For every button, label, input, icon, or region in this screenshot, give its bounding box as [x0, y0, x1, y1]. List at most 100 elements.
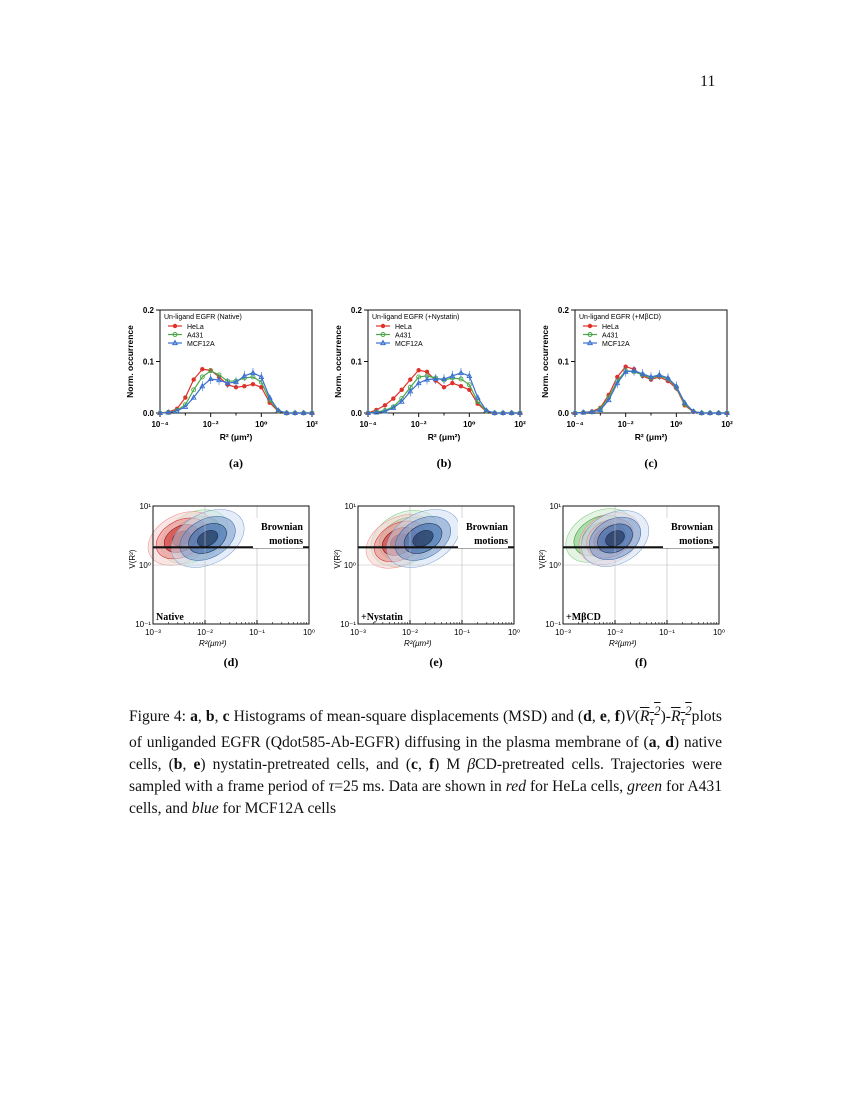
x-axis-label: R²(μm²) [199, 639, 227, 648]
data-point [681, 399, 688, 405]
x-tick-label: 10⁻¹ [249, 628, 265, 637]
data-point [715, 409, 722, 416]
data-point [391, 396, 396, 401]
density-contour-b [197, 530, 219, 547]
data-point [450, 380, 455, 386]
region-label-brownian: Brownian [466, 522, 508, 533]
plot-frame [574, 309, 728, 414]
x-tick-label: 10⁰ [713, 628, 725, 637]
data-point [365, 409, 371, 416]
y-tick-label: 10¹ [344, 502, 356, 511]
x-axis-label: R²(μm²) [404, 639, 432, 648]
y-axis-label: Norm. occurrence [540, 325, 550, 398]
x-tick-label: 10⁻¹ [659, 628, 675, 637]
data-point [424, 369, 430, 374]
condition-label: Native [156, 612, 184, 623]
x-tick-label: 10⁻² [607, 628, 623, 637]
data-point [200, 367, 205, 372]
y-axis-label: V(R²) [128, 549, 137, 568]
data-point [373, 409, 380, 415]
histogram-panel-a: 0.0 0.1 0.2 10⁻⁴ 10⁻² 10⁰ 10² Norm. occurrence R… [125, 306, 318, 470]
legend-marker [380, 332, 386, 337]
data-point [191, 387, 197, 393]
plot-frame [357, 505, 515, 625]
y-tick-label: 10⁰ [549, 561, 561, 570]
data-point [266, 394, 273, 400]
y-tick-label: 10⁻¹ [340, 620, 356, 629]
data-point [623, 364, 628, 369]
data-point [416, 368, 421, 373]
legend-label: A431 [395, 333, 411, 340]
x-axis-label: R² (μm²) [428, 432, 461, 442]
y-axis-label: V(R²) [538, 549, 547, 568]
histogram-panel-c: 0.0 0.1 0.2 10⁻⁴ 10⁻² 10⁰ 10² Norm. occurrence R… [540, 306, 733, 470]
legend-label: A431 [187, 333, 203, 340]
x-tick-label: 10⁻⁴ [359, 420, 376, 429]
x-tick-label: 10⁰ [463, 420, 476, 429]
y-tick-label: 0.2 [558, 306, 570, 315]
data-point [182, 403, 189, 409]
chart-title: Un-ligand EGFR (+Nystatin) [372, 314, 459, 321]
legend-marker [380, 323, 386, 329]
density-panel-f: 10⁻³ 10⁻² 10⁻¹ 10⁰ 10¹ 10⁰ 10⁻¹ V(R²) R²(μm²) Bro… [535, 496, 735, 669]
clip-mask [535, 496, 735, 506]
data-point [615, 374, 620, 380]
data-point [466, 382, 472, 388]
y-tick-label: 10⁻¹ [545, 620, 561, 629]
y-tick-label: 10⁰ [344, 561, 356, 570]
data-point [300, 409, 307, 416]
x-tick-label: 10⁻² [402, 628, 418, 637]
x-axis-label: R² (μm²) [220, 432, 253, 442]
legend-marker [379, 339, 387, 346]
y-tick-label: 0.1 [351, 358, 363, 367]
legend-marker [587, 323, 593, 329]
data-point [508, 409, 515, 416]
plot-frame [562, 505, 720, 625]
legend-marker [587, 332, 593, 337]
data-point [275, 407, 282, 413]
y-tick-label: 0.0 [558, 409, 570, 418]
legend-marker [586, 339, 594, 346]
condition-label: +Nystatin [361, 612, 403, 623]
x-tick-label: 10⁰ [670, 420, 683, 429]
data-point [467, 387, 472, 393]
legend-label: HeLa [187, 324, 204, 331]
plot-frame [367, 309, 521, 414]
page-number: 11 [700, 73, 716, 90]
region-label-motions: motions [474, 536, 508, 547]
x-tick-label: 10⁻³ [145, 628, 161, 637]
histogram-panel-b: 0.0 0.1 0.2 10⁻⁴ 10⁻² 10⁰ 10² Norm. occurrence R… [333, 306, 526, 470]
region-label-brownian: Brownian [671, 522, 713, 533]
data-point [491, 409, 498, 416]
clip-mask [125, 496, 325, 506]
legend-label: MCF12A [602, 341, 630, 348]
legend-label: HeLa [602, 324, 619, 331]
y-tick-label: 0.0 [351, 409, 363, 418]
data-point [259, 385, 264, 390]
panel-label: (b) [437, 456, 452, 470]
density-panel-e: 10⁻³ 10⁻² 10⁻¹ 10⁰ 10¹ 10⁰ 10⁻¹ V(R²) R²(μm²) Bro… [330, 496, 530, 669]
data-point [572, 409, 578, 416]
data-point [483, 407, 490, 413]
data-point [165, 409, 172, 415]
data-point [441, 385, 447, 390]
plot-frame [152, 505, 310, 625]
data-point [724, 409, 730, 416]
data-point [233, 385, 239, 390]
x-tick-label: 10⁰ [508, 628, 520, 637]
x-tick-label: 10⁻³ [555, 628, 571, 637]
data-point [190, 394, 197, 400]
chart-title: Un-ligand EGFR (Native) [164, 314, 242, 321]
x-axis-label: R²(μm²) [609, 639, 637, 648]
x-tick-label: 10⁻² [197, 628, 213, 637]
panel-label: (f) [635, 655, 647, 669]
data-point [589, 408, 595, 415]
data-point [382, 408, 388, 414]
condition-label: +MβCD [566, 612, 601, 623]
data-point [597, 406, 604, 412]
x-tick-label: 10⁻⁴ [566, 420, 583, 429]
region-label-motions: motions [679, 536, 713, 547]
y-tick-label: 10¹ [139, 502, 151, 511]
x-tick-label: 10² [721, 420, 733, 429]
data-point [500, 409, 506, 416]
